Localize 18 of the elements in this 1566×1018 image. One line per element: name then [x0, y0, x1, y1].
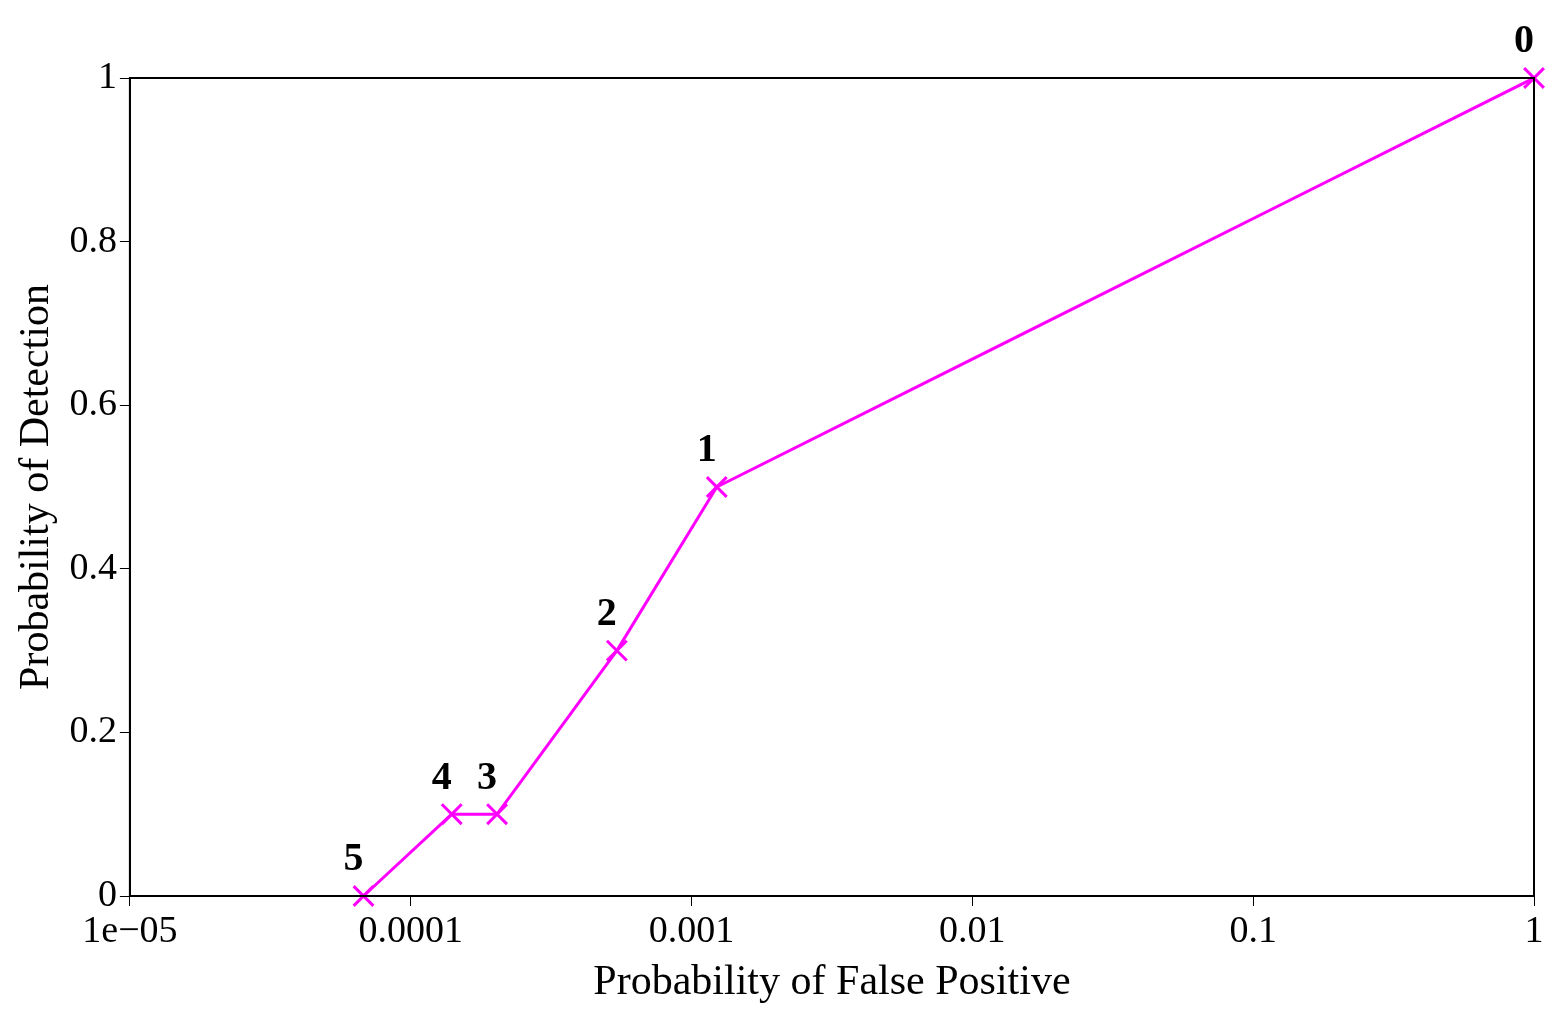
x-tick-label: 1	[1524, 907, 1544, 950]
x-tick-label: 0.01	[939, 907, 1006, 950]
y-tick-label: 0.2	[69, 708, 117, 751]
annotation: 0	[1514, 16, 1534, 62]
x-tick-label: 0.0001	[358, 907, 463, 950]
y-tick-label: 0.8	[69, 217, 117, 260]
x-tick-label: 0.1	[1229, 907, 1277, 950]
y-tick-label: 1	[97, 53, 117, 96]
annotation: 3	[477, 752, 498, 798]
y-axis-title: Probability of Detection	[11, 284, 58, 690]
x-tick-label: 0.001	[648, 907, 735, 950]
y-tick-label: 0.4	[69, 544, 117, 587]
annotation: 4	[431, 752, 452, 798]
annotation: 2	[596, 588, 617, 634]
x-axis-title: Probability of False Positive	[593, 956, 1071, 1003]
annotation: 1	[696, 425, 717, 471]
y-tick-label: 0.6	[69, 381, 117, 424]
annotation: 5	[343, 834, 364, 880]
